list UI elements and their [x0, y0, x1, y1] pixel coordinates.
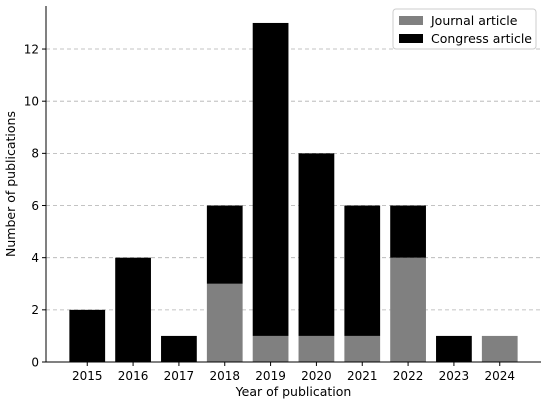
- bar-congress-2019: [252, 22, 289, 336]
- legend-label-congress: Congress article: [431, 31, 532, 46]
- y-tick-label: 0: [31, 355, 39, 369]
- bar-congress-2020: [298, 153, 335, 336]
- bars: [69, 22, 518, 362]
- x-tick-label: 2018: [209, 369, 240, 383]
- bar-congress-2016: [115, 257, 151, 362]
- y-tick-label: 12: [24, 42, 39, 56]
- bar-journal-2022: [390, 257, 426, 362]
- axes: [45, 6, 541, 363]
- x-tick-label: 2020: [301, 369, 332, 383]
- x-tick-label: 2017: [164, 369, 195, 383]
- grid-lines: [46, 48, 541, 311]
- legend-frame: [392, 8, 537, 50]
- x-tick-label: 2021: [347, 369, 378, 383]
- legend-label-journal: Journal article: [430, 13, 518, 28]
- bar-congress-2017: [161, 335, 197, 362]
- legend: Journal article Congress article: [392, 8, 537, 50]
- bar-congress-2022: [390, 205, 426, 258]
- y-tick-label: 10: [24, 94, 39, 108]
- bar-journal-2020: [298, 335, 335, 362]
- y-tick-label: 2: [31, 303, 39, 317]
- bar-congress-2021: [344, 205, 381, 336]
- y-axis-title: Number of publications: [3, 111, 18, 257]
- bar-journal-2019: [252, 335, 289, 362]
- x-tick-label: 2019: [255, 369, 286, 383]
- x-tick-label: 2023: [439, 369, 470, 383]
- y-tick-label: 8: [31, 147, 39, 161]
- bar-journal-2024: [481, 335, 518, 362]
- bar-journal-2018: [206, 283, 243, 362]
- bar-congress-2023: [436, 335, 472, 362]
- x-tick-label: 2015: [72, 369, 103, 383]
- y-tick-label: 6: [31, 199, 39, 213]
- bar-congress-2015: [69, 309, 106, 362]
- x-tick-label: 2024: [484, 369, 515, 383]
- legend-swatch-congress: [399, 34, 423, 43]
- x-axis-title: Year of publication: [235, 384, 352, 399]
- x-tick-label: 2022: [393, 369, 424, 383]
- y-tick-label: 4: [31, 251, 39, 265]
- bar-journal-2021: [344, 335, 381, 362]
- x-tick-label: 2016: [118, 369, 149, 383]
- ticks: 0 2 4 6 8 10 12 2015 2016 2017 2018 2019 2020 2021 202…: [24, 42, 515, 383]
- bar-congress-2018: [206, 205, 243, 284]
- legend-swatch-journal: [399, 16, 423, 25]
